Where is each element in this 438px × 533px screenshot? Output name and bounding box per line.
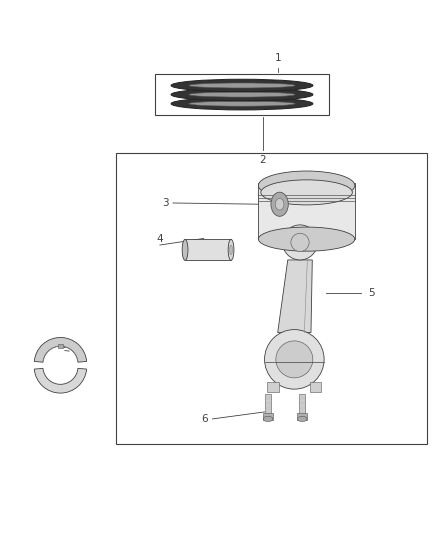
Text: 6: 6 — [201, 414, 208, 424]
Bar — [185, 239, 231, 260]
Ellipse shape — [171, 79, 313, 92]
Circle shape — [291, 233, 309, 252]
Wedge shape — [34, 368, 87, 393]
Ellipse shape — [171, 98, 313, 110]
Bar — [263, 413, 273, 420]
Ellipse shape — [189, 92, 295, 97]
Bar — [299, 394, 305, 414]
Ellipse shape — [171, 88, 313, 101]
Ellipse shape — [263, 416, 273, 422]
Text: 1: 1 — [275, 53, 282, 63]
Circle shape — [276, 341, 313, 378]
Bar — [258, 183, 355, 239]
Ellipse shape — [275, 198, 284, 210]
Bar — [265, 394, 271, 414]
Ellipse shape — [230, 245, 233, 255]
Ellipse shape — [228, 239, 234, 260]
Text: 4: 4 — [156, 234, 163, 244]
Bar — [155, 74, 328, 115]
Text: 3: 3 — [162, 198, 169, 208]
Bar — [58, 344, 63, 349]
Polygon shape — [278, 260, 312, 333]
Bar — [297, 413, 307, 420]
Bar — [267, 383, 279, 392]
Wedge shape — [34, 337, 87, 362]
Text: 5: 5 — [368, 288, 374, 298]
Ellipse shape — [297, 416, 307, 422]
Ellipse shape — [258, 171, 355, 200]
Ellipse shape — [261, 180, 352, 205]
Ellipse shape — [189, 83, 295, 88]
Circle shape — [265, 329, 324, 389]
Bar — [310, 383, 321, 392]
Circle shape — [283, 225, 318, 260]
Bar — [116, 152, 427, 444]
Ellipse shape — [182, 239, 188, 260]
Text: 7: 7 — [61, 340, 68, 350]
Text: 2: 2 — [259, 155, 266, 165]
Ellipse shape — [258, 227, 355, 251]
Ellipse shape — [189, 101, 295, 106]
Ellipse shape — [271, 192, 288, 216]
